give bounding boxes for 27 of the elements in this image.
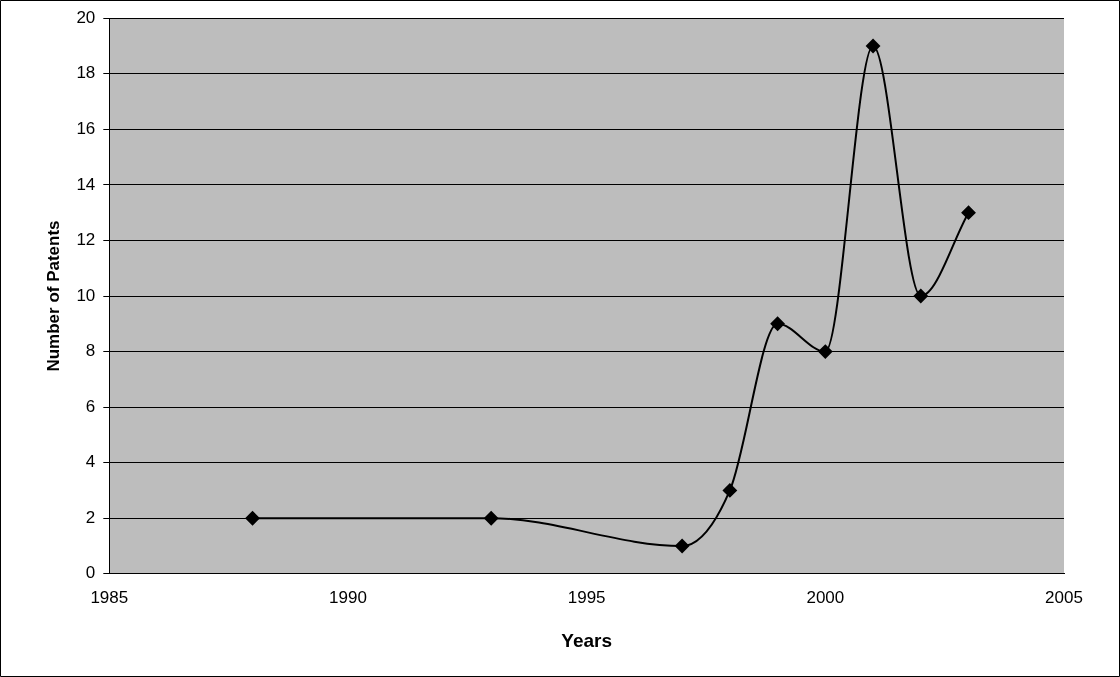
point <box>722 483 737 498</box>
point <box>245 511 260 526</box>
y-tick-label: 2 <box>85 507 96 527</box>
point <box>770 316 785 331</box>
y-tick-label: 18 <box>76 63 96 83</box>
x-tick-label: 2005 <box>1045 587 1083 607</box>
point <box>961 205 976 220</box>
y-tick-label: 10 <box>76 285 96 305</box>
point <box>818 344 833 359</box>
x-tick-label: 1990 <box>329 587 367 607</box>
x-tick-label: 1985 <box>90 587 129 607</box>
x-tick-label: 2000 <box>806 587 845 607</box>
y-tick-label: 14 <box>76 174 96 194</box>
point <box>675 539 690 554</box>
y-tick-label: 16 <box>76 119 96 139</box>
y-axis-title: Number of Patents <box>43 220 63 372</box>
y-tick-label: 20 <box>76 7 96 27</box>
y-tick-label: 6 <box>85 396 96 416</box>
point <box>866 38 881 53</box>
y-tick-label: 8 <box>85 341 96 361</box>
x-tick-label: 1995 <box>567 587 606 607</box>
y-tick-label: 4 <box>85 452 96 472</box>
y-tick-label: 12 <box>76 230 96 250</box>
y-tick-label: 0 <box>85 563 96 583</box>
point <box>913 289 928 303</box>
x-axis-title: Years <box>561 629 613 651</box>
point <box>484 511 499 526</box>
